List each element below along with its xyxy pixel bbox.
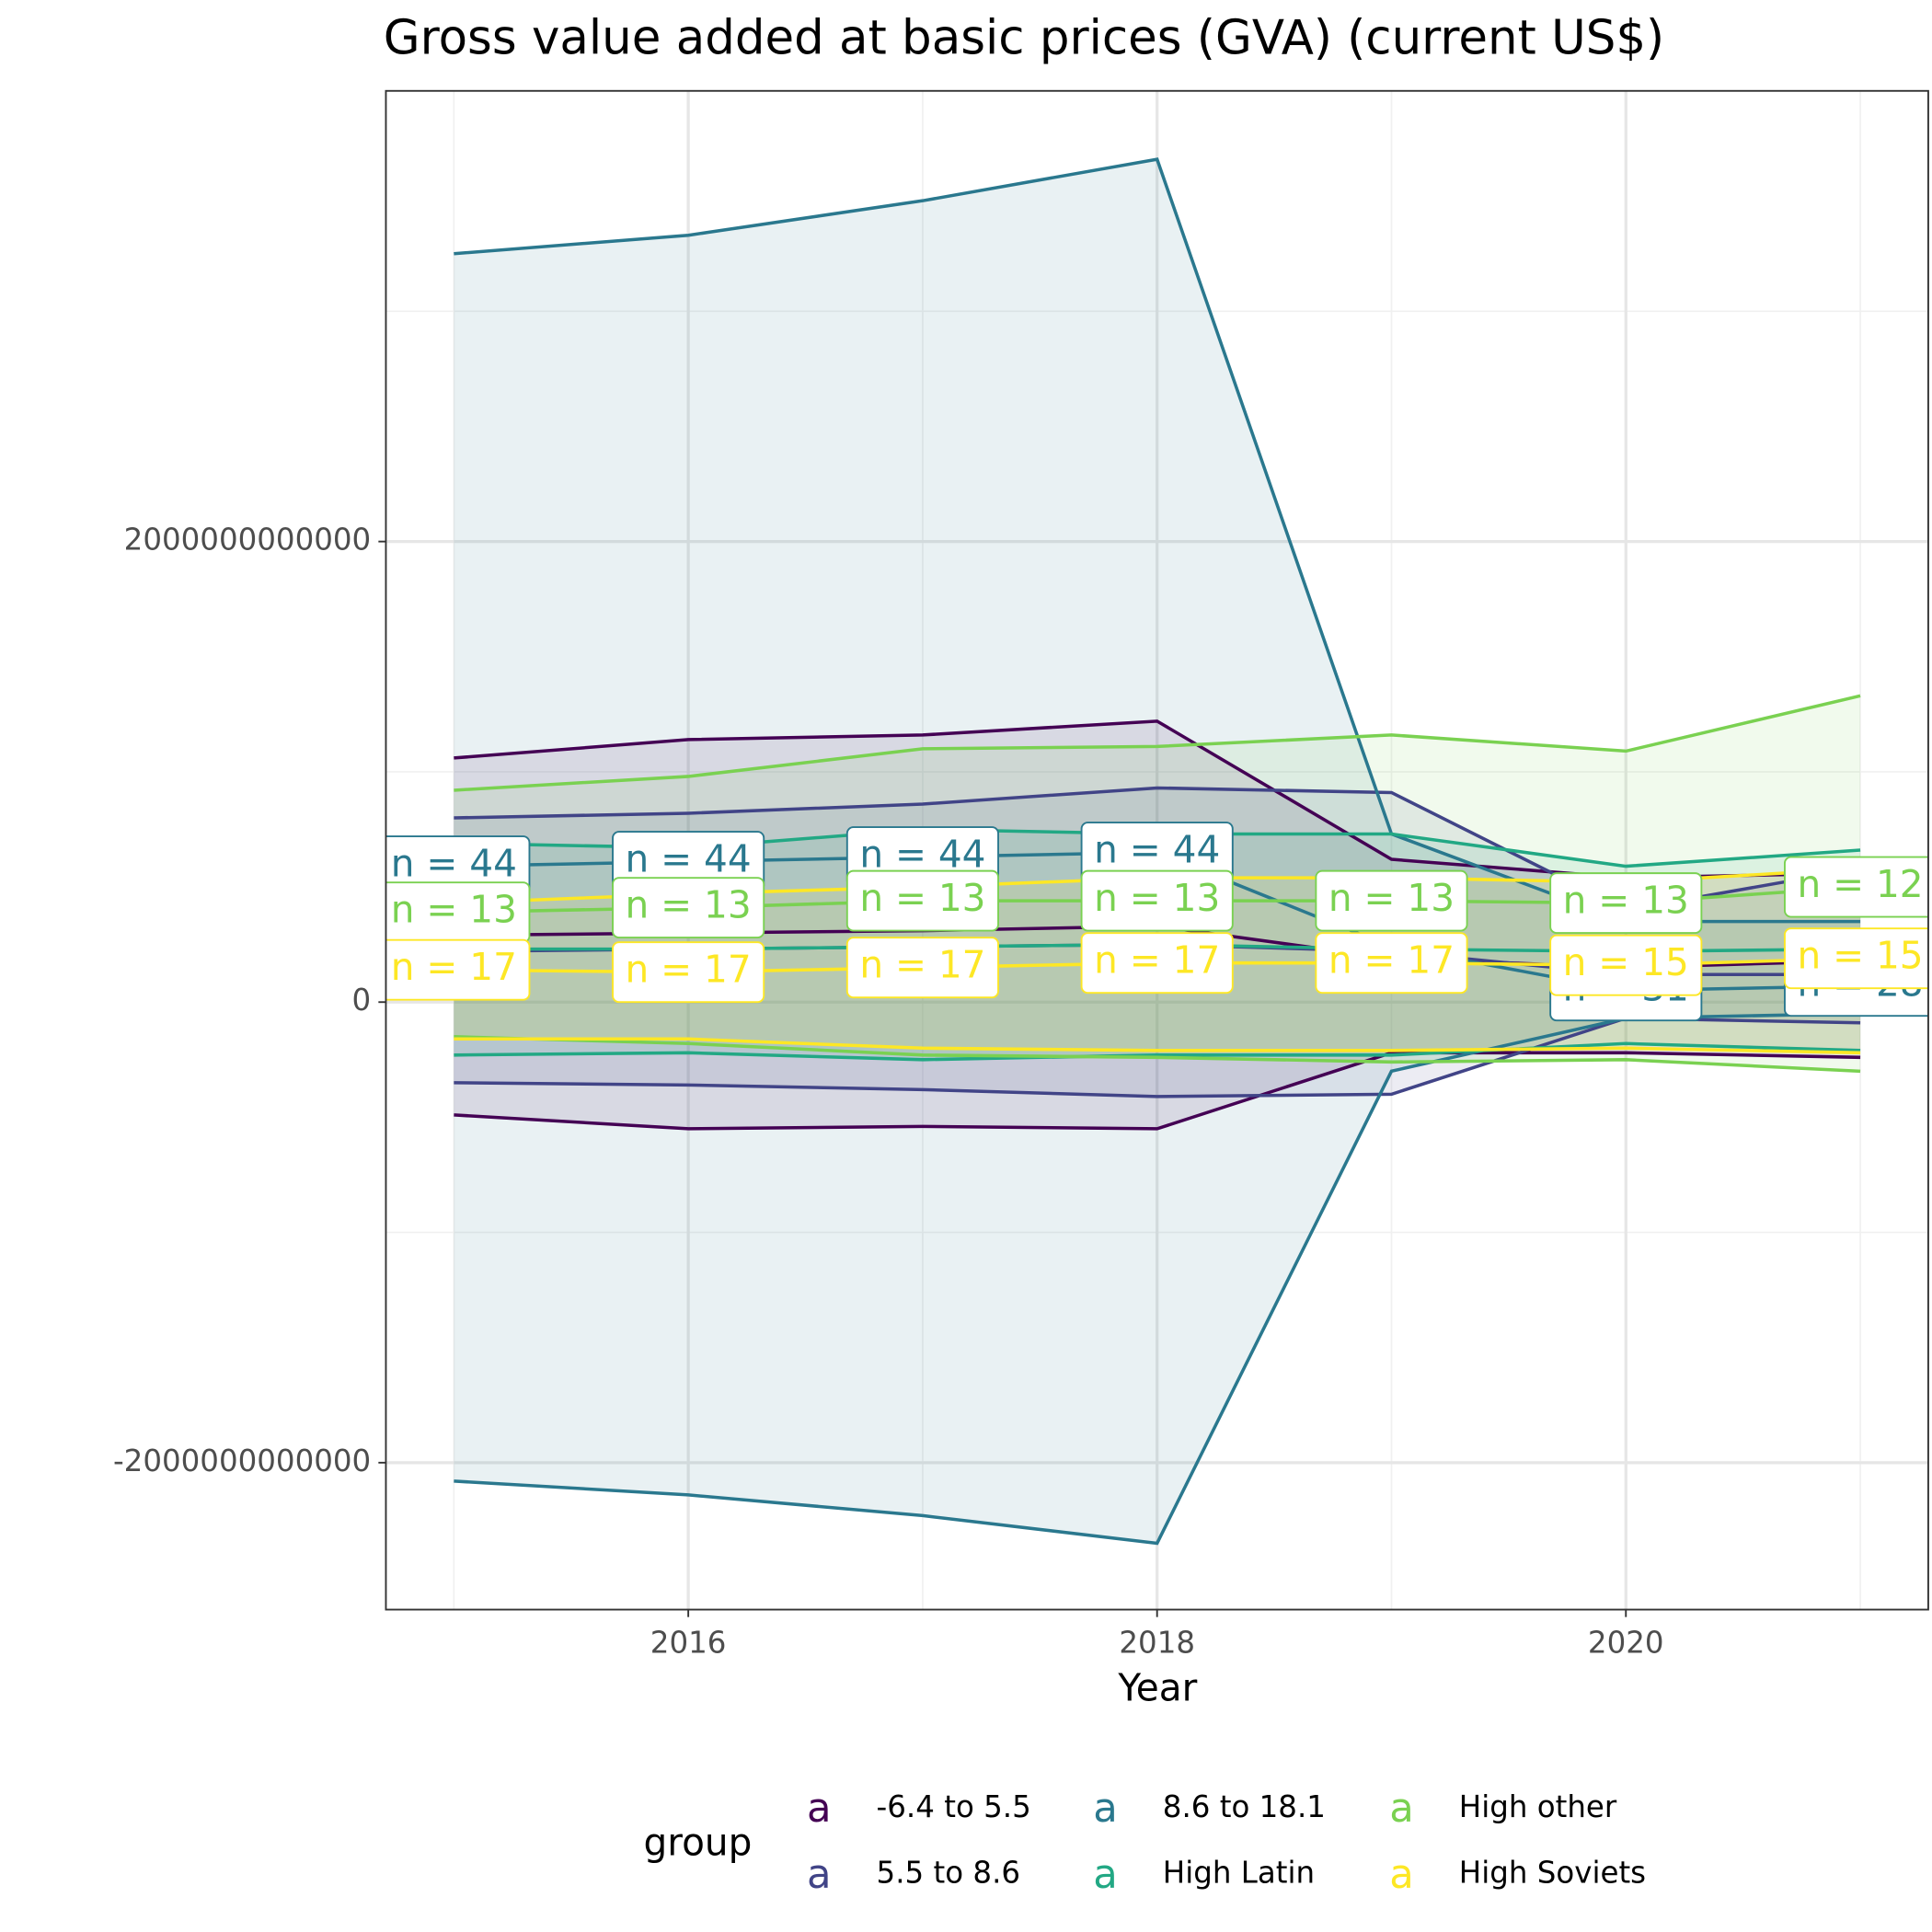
n-label-box [612,941,765,1004]
n-label-text: n = 13 [859,876,985,920]
n-label-text: n = 44 [626,837,752,881]
n-label: n = 13 [612,877,765,939]
x-tick-label: 2016 [650,1625,727,1660]
n-label-text: n = 17 [1328,938,1455,983]
n-label-box [612,877,765,939]
legend-label: High other [1459,1789,1617,1824]
n-label: n = 13 [845,869,999,932]
y-tick-label: 0 [352,983,372,1018]
n-label-text: n = 15 [1797,934,1923,978]
bound-line [454,1051,1861,1131]
bound-line [454,1041,1861,1062]
legend: a -6.4 to 5.5 a 5.5 to 8.6 a 8.6 to 18.1 a High… [807,1786,1646,1898]
n-label-box [385,938,531,1001]
n-label: n = 17 [385,938,531,1001]
n-label: n = 13 [1549,872,1703,935]
n-label: n = 15 [1549,934,1703,996]
n-label-box [1549,934,1703,996]
n-label-box [845,937,999,999]
chart-title: Gross value added at basic prices (GVA) … [384,11,1664,66]
bound-line [454,694,1861,792]
n-label-text: n = 13 [1328,876,1455,920]
axes: -2000000000000 0 2000000000000 2016 2018 2020 [113,523,1664,1661]
n-label: n = 15 [1783,927,1928,990]
legend-title: group [644,1820,753,1864]
legend-label: High Latin [1163,1856,1315,1891]
legend-label: 8.6 to 18.1 [1163,1789,1326,1824]
n-label-text: n = 17 [1094,938,1220,983]
n-label-box [1783,927,1928,990]
bound-line [454,1037,1861,1055]
n-label-text: n = 13 [1094,876,1220,920]
n-label: n = 17 [1080,932,1234,995]
n-label-text: n = 17 [859,943,985,987]
n-label-text: n = 44 [391,842,517,886]
y-tick-label: 2000000000000 [124,523,372,558]
x-axis-title: Year [1117,1665,1197,1709]
n-label-box [1315,932,1468,995]
n-label-text: n = 44 [1094,828,1220,872]
n-label-box [1080,932,1234,995]
legend-label: -6.4 to 5.5 [877,1789,1031,1824]
legend-key: a [1093,1852,1118,1898]
bound-line [454,1035,1861,1074]
n-label: n = 13 [385,881,531,944]
legend-key: a [807,1786,832,1832]
n-label: n = 17 [845,937,999,999]
n-label-text: n = 12 [1797,862,1923,906]
n-label-box [1080,869,1234,932]
n-label: n = 13 [1080,869,1234,932]
n-label-text: n = 44 [859,833,985,877]
x-tick-label: 2018 [1119,1625,1195,1660]
n-label: n = 17 [612,941,765,1004]
n-label-box [1315,869,1468,932]
n-label-text: n = 15 [1563,940,1689,984]
n-label-box [1783,856,1928,918]
y-tick-label: -2000000000000 [113,1443,371,1478]
n-label-text: n = 17 [391,945,517,989]
n-label: n = 12 [1783,856,1928,918]
n-label: n = 44 [612,831,765,892]
n-label-text: n = 13 [391,888,517,932]
legend-label: High Soviets [1459,1856,1646,1891]
n-label-text: n = 13 [626,883,752,927]
n-label-text: n = 13 [1563,879,1689,923]
n-label: n = 44 [1080,822,1234,883]
n-label-text: n = 17 [626,948,752,992]
n-label: n = 13 [1315,869,1468,932]
legend-key: a [1389,1852,1414,1898]
n-label-box [1549,872,1703,935]
x-tick-label: 2020 [1588,1625,1664,1660]
n-label-box [845,869,999,932]
legend-key: a [1093,1786,1118,1832]
legend-label: 5.5 to 8.6 [877,1856,1021,1891]
n-label: n = 44 [385,835,531,897]
legend-key: a [807,1852,832,1898]
n-label: n = 17 [1315,932,1468,995]
plot-area: n = 44n = 44n = 44n = 44n = 31n = 28n = … [385,157,1928,1546]
legend-key: a [1389,1786,1414,1832]
